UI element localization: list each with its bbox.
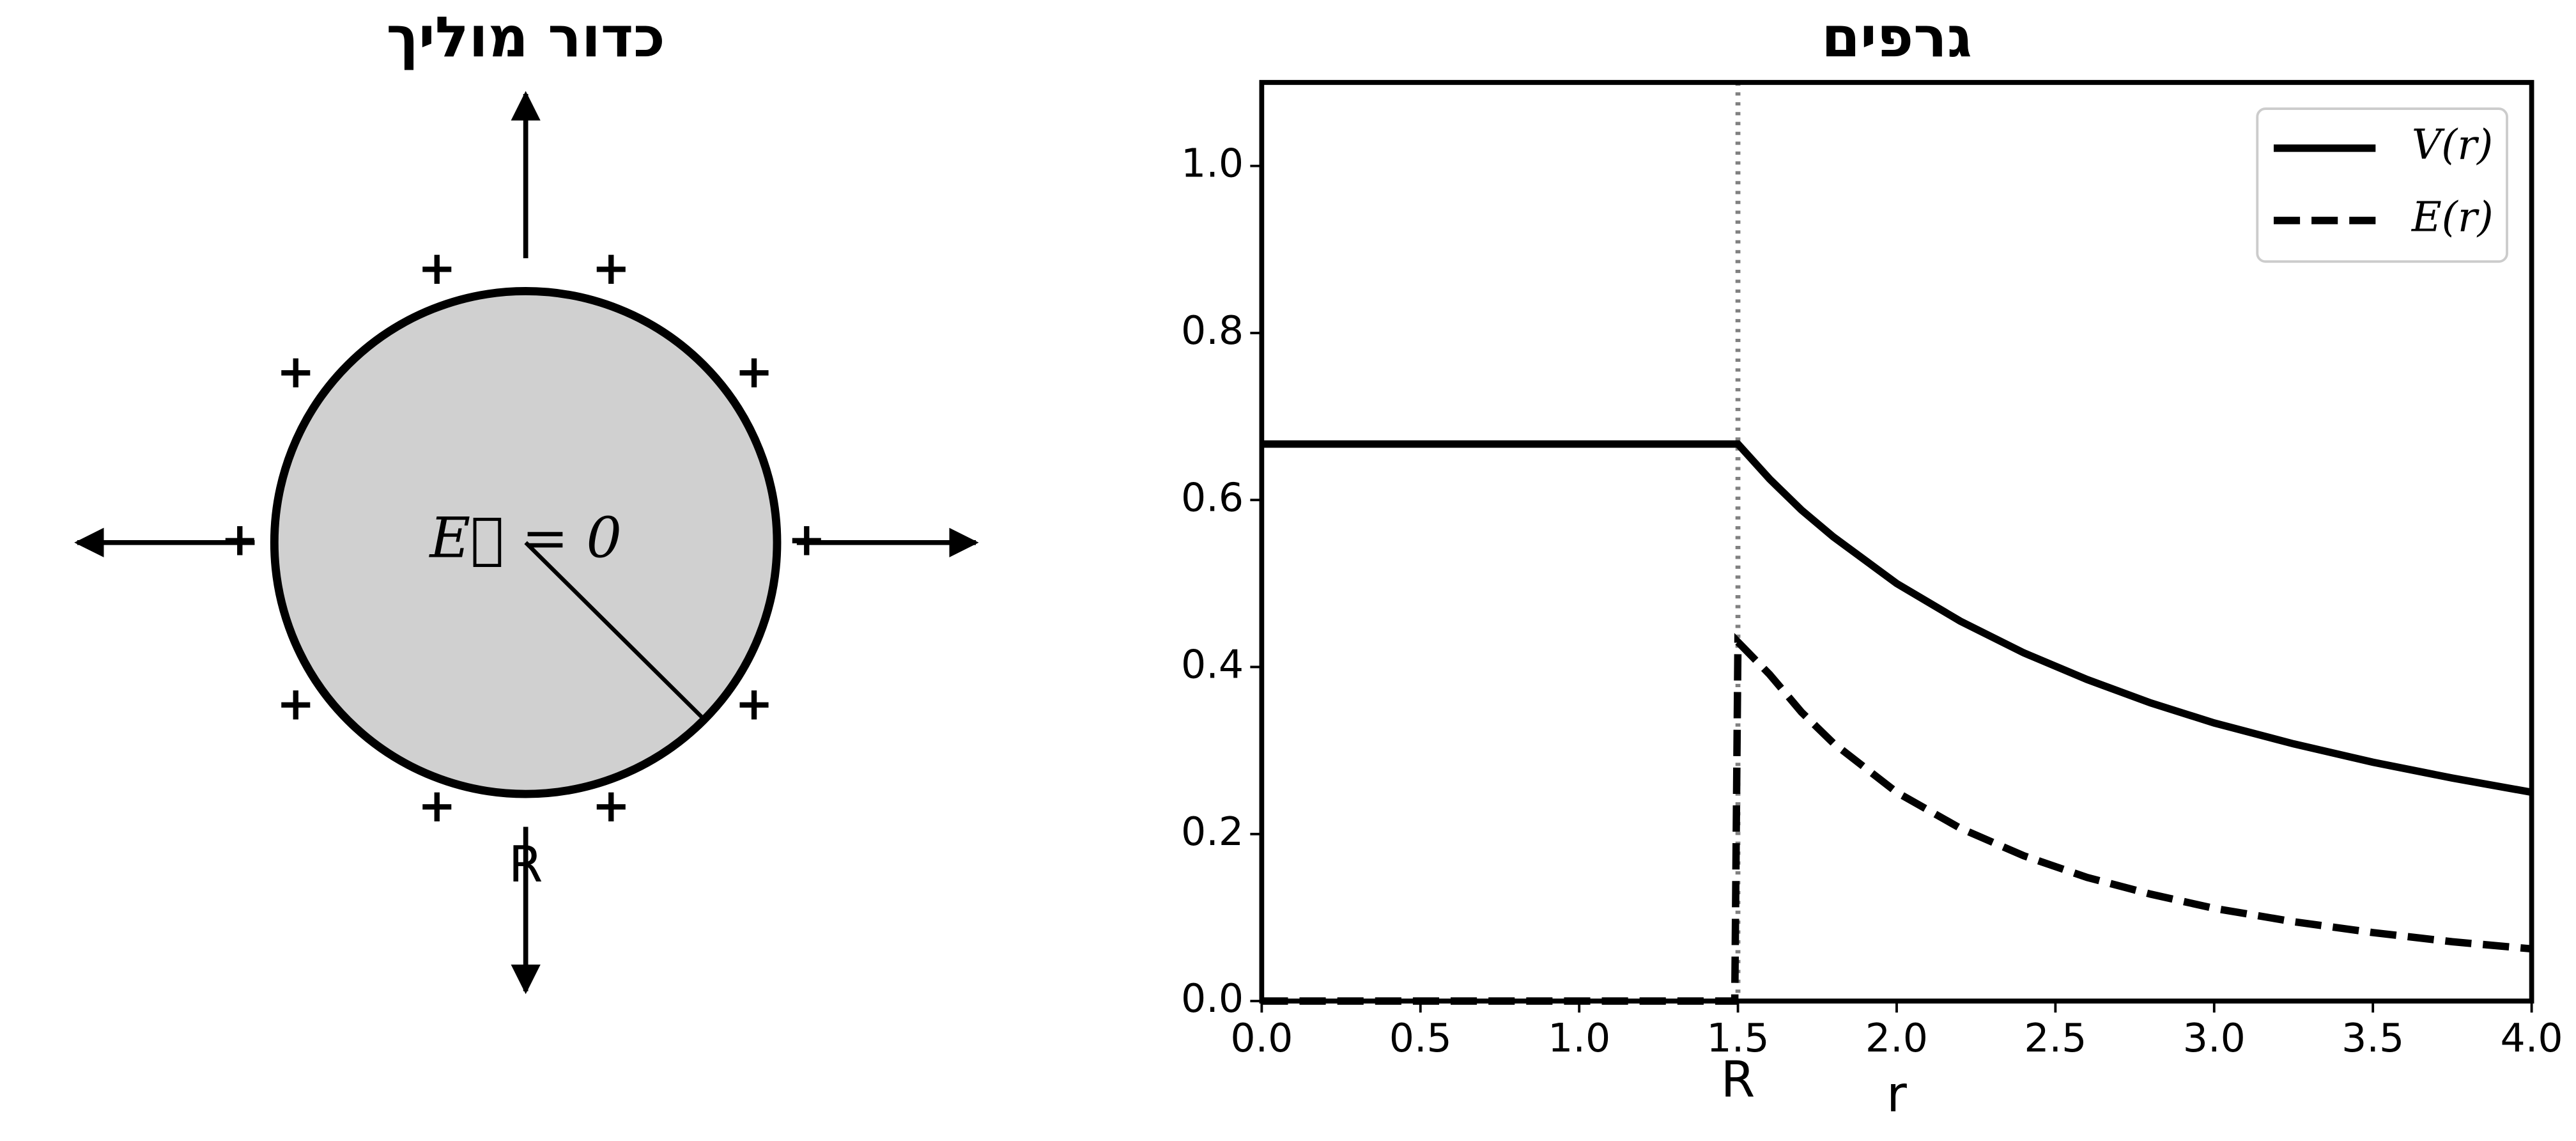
series-line: [1261, 440, 2533, 796]
charge: +: [277, 676, 315, 730]
chart-title: גרפים: [1821, 5, 1972, 70]
plot-frame: [1259, 80, 2534, 1004]
legend-label: V(r): [2412, 121, 2493, 169]
x-tick-label: 0.0: [1230, 1015, 1293, 1061]
charge: +: [735, 676, 773, 730]
series-line: [1261, 633, 2533, 1005]
y-tick-label: 0.2: [1181, 809, 1244, 855]
radius-label: R: [509, 836, 543, 894]
x-tick-label: 2.5: [2024, 1015, 2086, 1061]
y-tick-label: 0.6: [1181, 474, 1244, 520]
x-tick-label: 3.0: [2183, 1015, 2246, 1061]
x-tick-label: 2.0: [1865, 1015, 1928, 1061]
y-tick-label: 1.0: [1181, 141, 1244, 187]
charge: +: [418, 241, 456, 295]
x-tick-label: 1.0: [1548, 1015, 1610, 1061]
charge: +: [418, 779, 456, 832]
y-tick-label: 0.0: [1181, 975, 1244, 1021]
reference-label: R: [1721, 1052, 1755, 1109]
x-tick-label: 4.0: [2501, 1015, 2563, 1061]
charge: +: [277, 345, 315, 398]
radius-line: [524, 541, 705, 720]
legend-label: E(r): [2411, 193, 2494, 241]
x-tick-label: 0.5: [1389, 1015, 1452, 1061]
field-label: E⃗ = 0: [428, 506, 622, 571]
y-tick-label: 0.8: [1181, 307, 1244, 353]
charge: +: [787, 512, 826, 566]
diagram: כדור מוליך E⃗ = 0 R ++++++++++++: [74, 5, 979, 995]
charge: +: [592, 241, 630, 295]
diagram-title: כדור מוליך: [387, 5, 665, 70]
x-axis-label: r: [1886, 1066, 1907, 1124]
charge: +: [592, 779, 630, 832]
x-tick-label: 1.5: [1707, 1015, 1770, 1061]
charge: +: [220, 512, 259, 566]
x-tick-label: 3.5: [2341, 1015, 2404, 1061]
charge: +: [735, 345, 773, 398]
chart: גרפים 0.0 0.2 0.4 0.6 0.8 1.0 0.0 0.5 1.0 1.5 2.0 2.…: [1181, 5, 2563, 1124]
y-tick-label: 0.4: [1181, 642, 1244, 688]
